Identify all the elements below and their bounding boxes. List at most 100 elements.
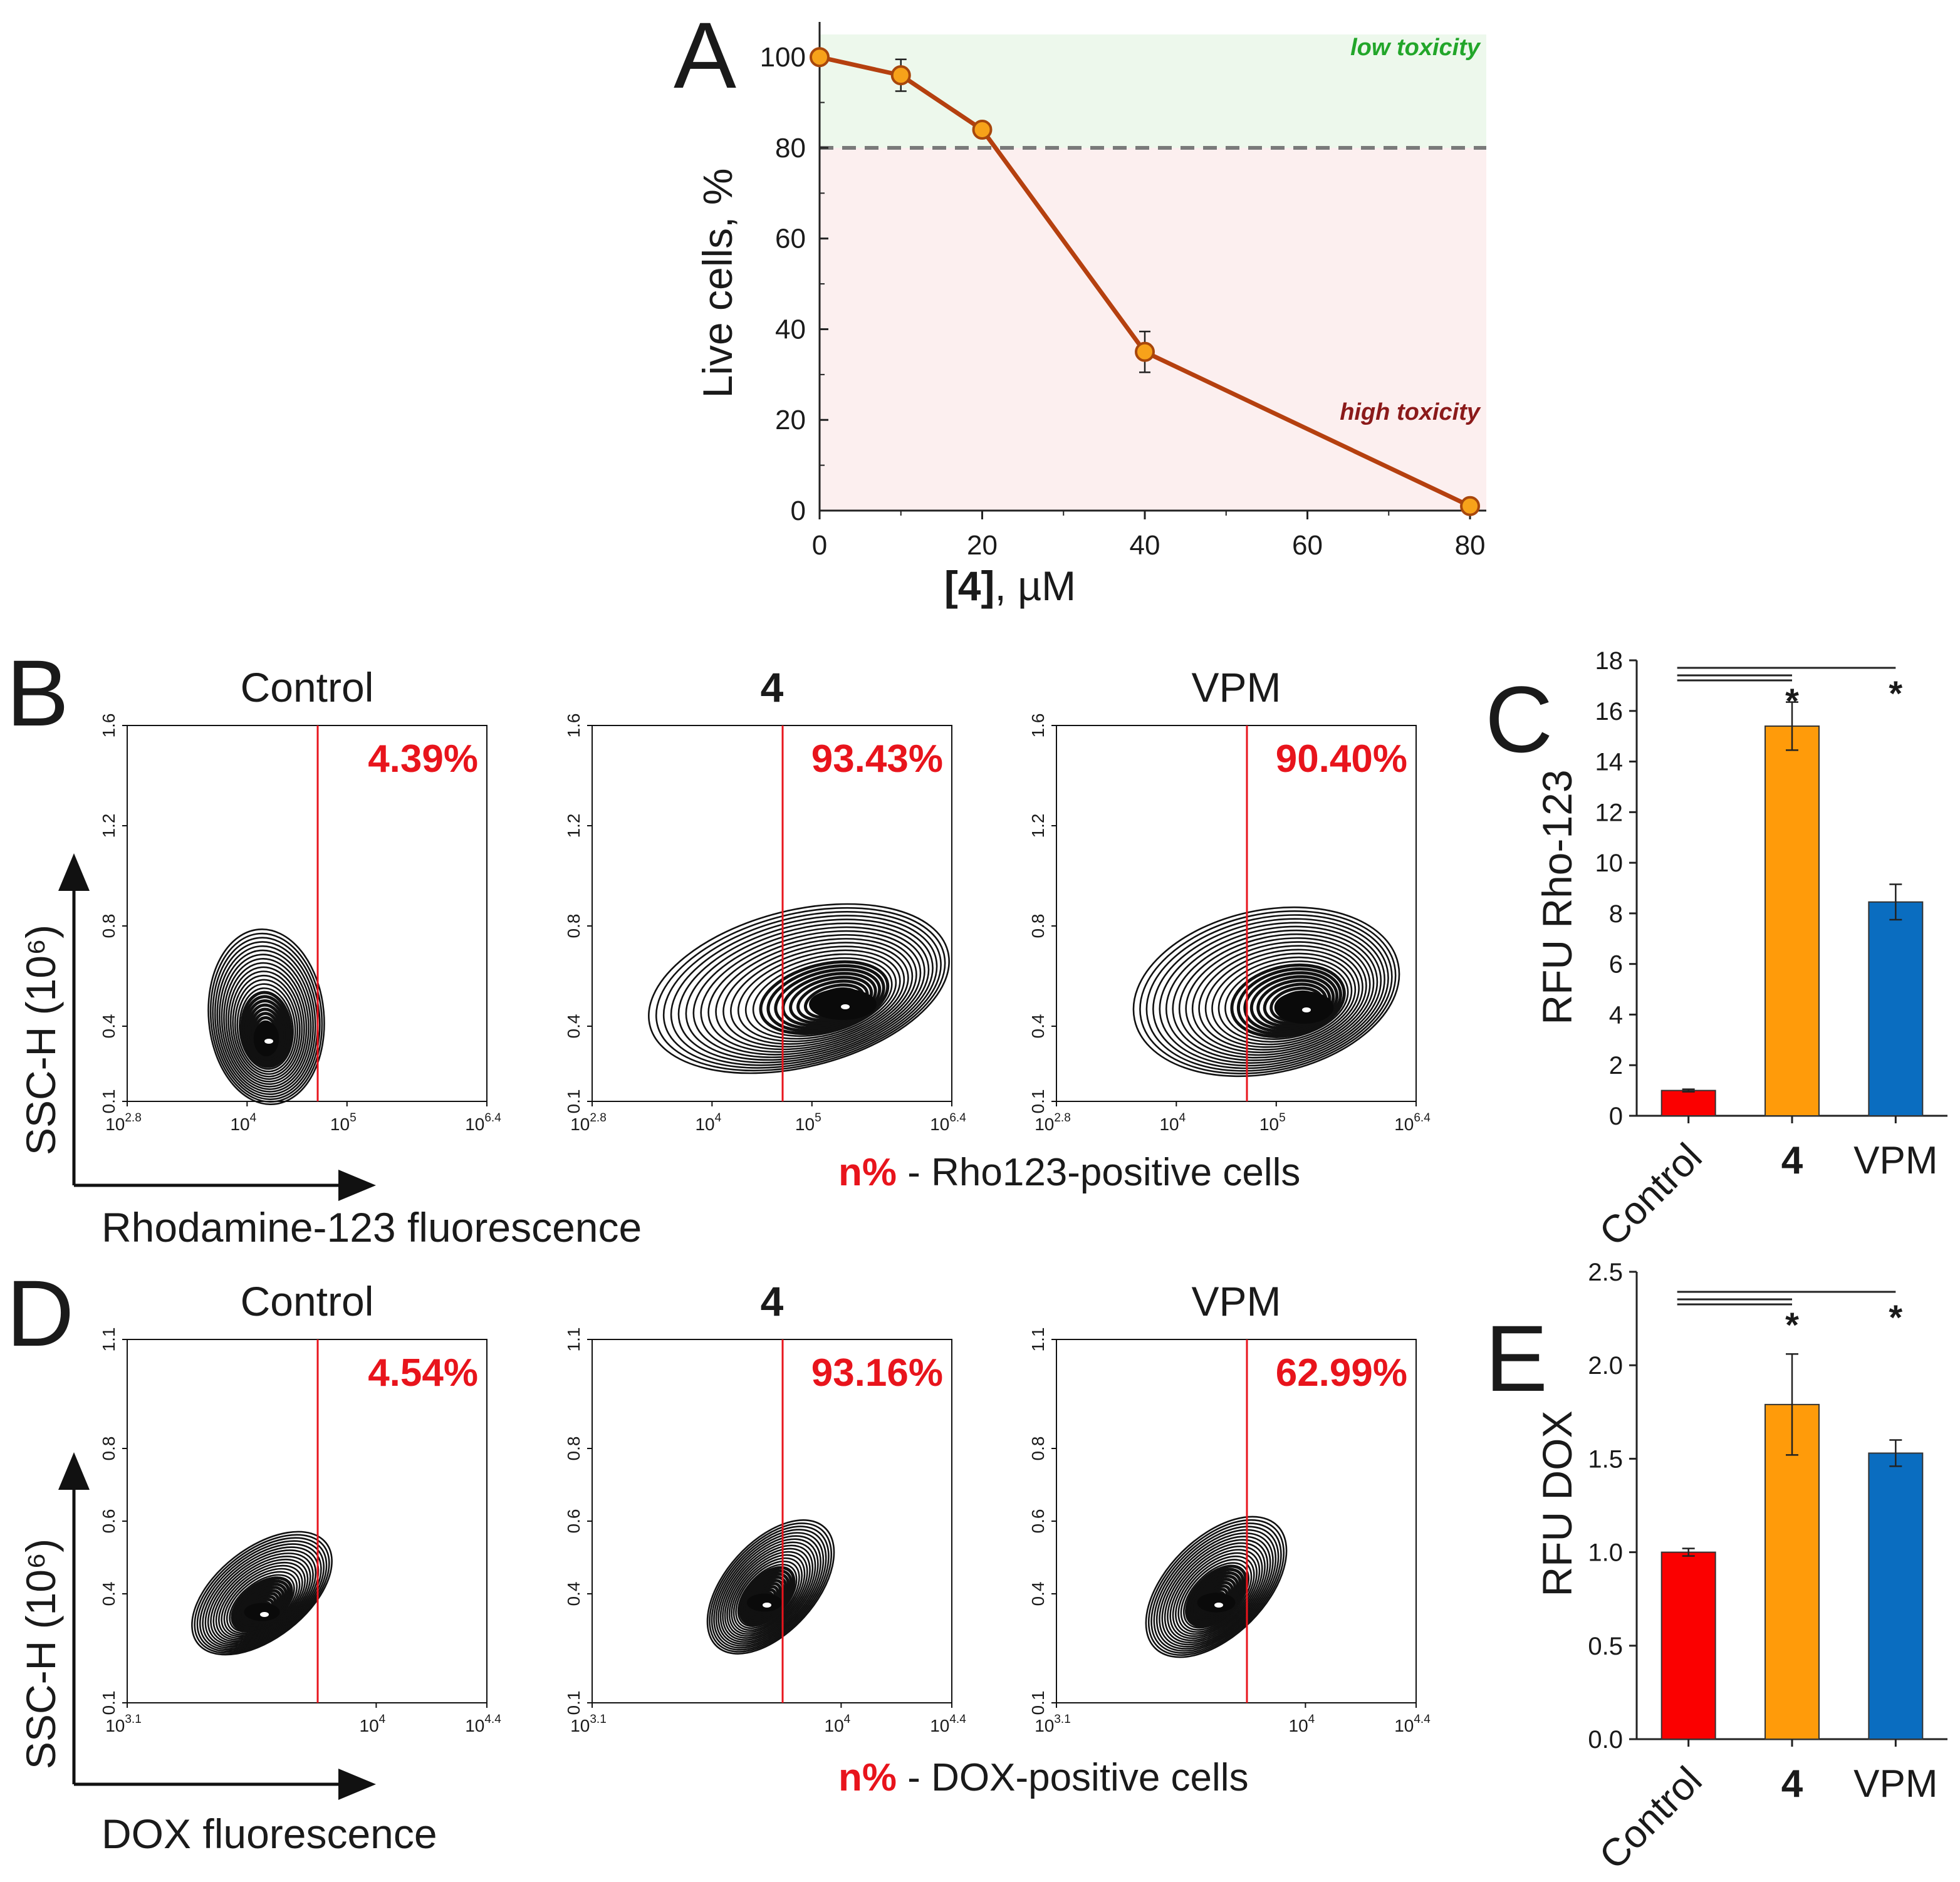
- x-tick-base: 10: [1035, 1716, 1054, 1735]
- x-tick-exponent: 4: [844, 1713, 851, 1726]
- contour-line: [1178, 933, 1375, 1059]
- x-tick-base: 10: [105, 1716, 125, 1735]
- contour-line: [226, 1571, 298, 1635]
- contour-line: [1224, 960, 1349, 1040]
- x-tick-exponent: 5: [350, 1111, 357, 1125]
- bar-4: [1765, 725, 1820, 1116]
- positive-percent: 90.40%: [1276, 737, 1407, 781]
- contour-line: [1175, 1552, 1258, 1635]
- panel-a-letter: A: [674, 3, 736, 108]
- density-core: [1274, 991, 1334, 1024]
- y-tick-label: 10: [1595, 850, 1624, 877]
- x-tick-label: 105: [330, 1111, 357, 1134]
- x-tick-base: 10: [795, 1115, 815, 1134]
- y-tick-label: 60: [775, 224, 806, 254]
- x-tick-exponent: 4.4: [1414, 1713, 1431, 1726]
- positive-percent: 93.16%: [811, 1351, 943, 1395]
- contour-line: [713, 1529, 827, 1649]
- y-tick-label: 8: [1609, 900, 1623, 928]
- x-tick-exponent: 4: [379, 1713, 386, 1726]
- y-tick-label: 0: [791, 496, 806, 526]
- x-tick-label: 105: [795, 1111, 821, 1134]
- y-tick-label: 14: [1595, 749, 1624, 776]
- contour-line: [685, 922, 930, 1061]
- contour-line: [223, 1567, 301, 1636]
- x-tick-base: 10: [825, 1716, 844, 1735]
- positive-percent: 4.39%: [368, 737, 478, 781]
- contour-line: [724, 1544, 814, 1639]
- x-tick-base: 10: [1259, 1115, 1279, 1134]
- y-tick-label: 1.1: [99, 1328, 118, 1352]
- x-tick-base: 10: [465, 1716, 484, 1735]
- y-tick-label: 0.8: [99, 1437, 118, 1461]
- contour-line: [1185, 937, 1371, 1056]
- contour-line: [1159, 922, 1385, 1067]
- contour-line: [239, 987, 294, 1070]
- contour-line: [199, 1540, 325, 1651]
- plot-frame: [592, 725, 952, 1102]
- bar-control: [1660, 1089, 1716, 1116]
- panel-b-letter: B: [6, 640, 69, 746]
- contour-line: [218, 1561, 306, 1640]
- density-core: [1197, 1593, 1236, 1613]
- positive-percent: 93.43%: [811, 737, 943, 781]
- contour-line: [731, 1554, 806, 1633]
- contour-line: [752, 957, 893, 1037]
- contour-line: [194, 1534, 330, 1654]
- contour-line: [242, 995, 291, 1066]
- x-tick-base: 10: [1035, 1115, 1054, 1134]
- x-tick-label: 104.4: [465, 1713, 501, 1735]
- density-core: [253, 1021, 279, 1056]
- x-tick-label: 104.4: [930, 1713, 966, 1735]
- contour-line: [216, 945, 316, 1095]
- contour-line: [207, 1549, 317, 1646]
- x-tick-exponent: 4.4: [484, 1713, 501, 1726]
- contour-line: [202, 1543, 322, 1649]
- contour-line: [1243, 971, 1339, 1033]
- x-tick-exponent: 3.1: [1054, 1713, 1070, 1726]
- contour-line: [1230, 963, 1346, 1038]
- density-core: [244, 1603, 280, 1621]
- y-tick-label: 4: [1609, 1001, 1623, 1029]
- category-label: Control: [1591, 1759, 1710, 1878]
- low-toxicity-zone: [820, 34, 1486, 148]
- contour-line: [730, 945, 905, 1045]
- x-tick-label: 104: [230, 1111, 256, 1134]
- plot-title: VPM: [1191, 664, 1281, 710]
- x-tick-label: 20: [967, 530, 998, 561]
- contour-lines: [1132, 906, 1400, 1078]
- plot-frame: [1056, 725, 1417, 1102]
- contour-line: [223, 958, 310, 1088]
- x-tick-exponent: 2.8: [1054, 1111, 1070, 1125]
- contour-line: [1211, 952, 1357, 1046]
- x-tick-label: 104: [1289, 1713, 1315, 1735]
- contour-line: [715, 938, 914, 1051]
- x-tick-label: 80: [1455, 530, 1486, 561]
- x-tick-label: 106.4: [465, 1111, 501, 1134]
- density-peak: [841, 1004, 850, 1009]
- panel-d-letter: D: [6, 1261, 74, 1366]
- positive-percent: 62.99%: [1276, 1351, 1407, 1395]
- contour-line: [789, 975, 873, 1025]
- contour-line: [726, 1547, 811, 1637]
- category-label: 4: [1781, 1139, 1803, 1182]
- contour-line: [1152, 918, 1389, 1069]
- x-tick-base: 10: [105, 1115, 125, 1134]
- contour-line: [1132, 906, 1400, 1078]
- panel-a-y-label: Live cells, %: [694, 169, 741, 398]
- panel-b-y-label: SSC-H (10⁶): [18, 925, 64, 1155]
- plot-frame: [127, 1339, 487, 1703]
- y-tick-label: 2: [1609, 1052, 1623, 1079]
- data-point: [890, 65, 911, 86]
- y-tick-label: 0.1: [564, 1089, 583, 1114]
- contour-line: [677, 918, 934, 1064]
- contour-line: [648, 903, 950, 1074]
- contour-line: [1198, 945, 1363, 1051]
- contour-line: [210, 1552, 314, 1645]
- density-peak: [264, 1039, 273, 1044]
- y-tick-label: 0.6: [1028, 1509, 1048, 1534]
- plot-title: VPM: [1191, 1278, 1281, 1324]
- x-tick-label: 60: [1292, 530, 1323, 561]
